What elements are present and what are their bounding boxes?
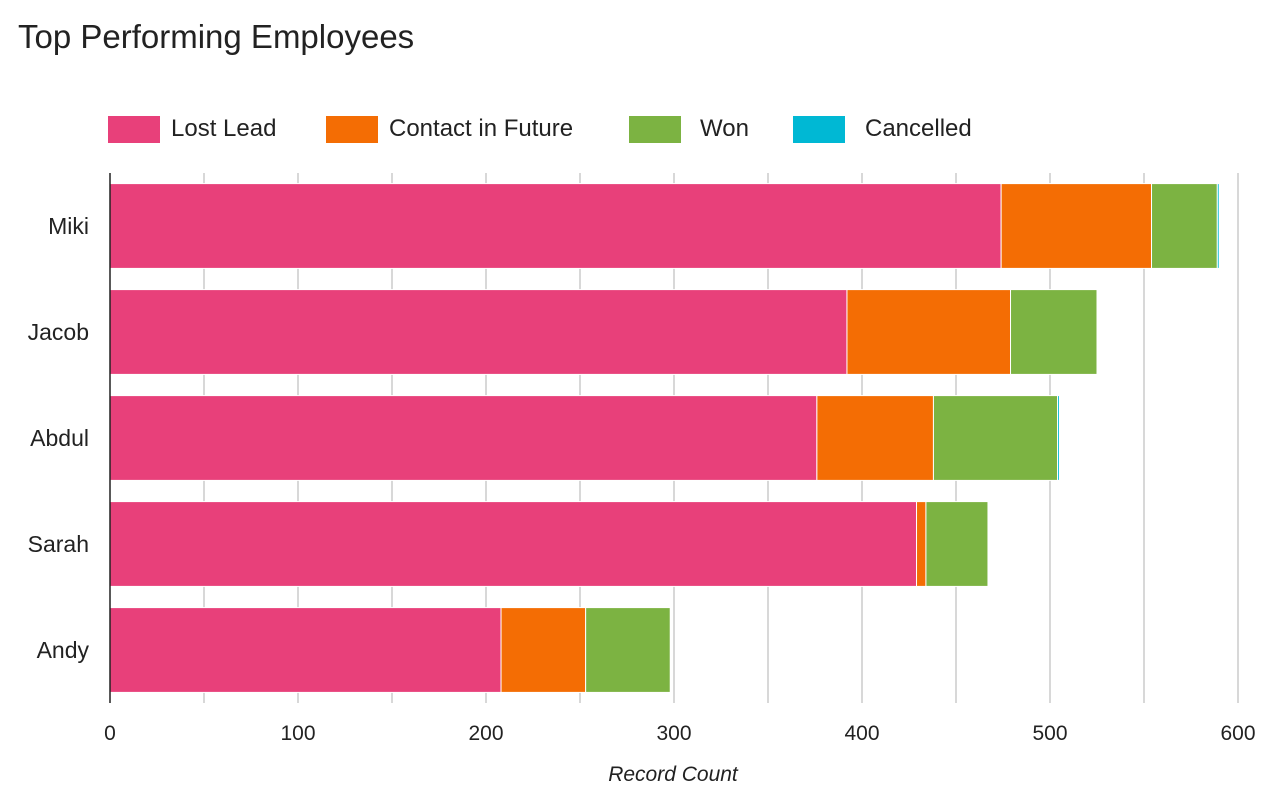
bar-sarah-lost-lead[interactable] — [109, 501, 918, 587]
legend-swatch-lost-lead — [108, 115, 160, 143]
bar-miki-won[interactable] — [1151, 183, 1218, 269]
category-label-miki: Miki — [48, 213, 89, 239]
bar-abdul-cancelled[interactable] — [1057, 395, 1060, 481]
x-tick-label-300: 300 — [656, 722, 691, 745]
legend-label-contact-in-future: Contact in Future — [389, 115, 574, 142]
bars — [109, 183, 1220, 693]
legend-item-contact-in-future[interactable]: Contact in Future — [326, 112, 573, 146]
bar-sarah-won[interactable] — [925, 501, 989, 587]
bar-jacob-won[interactable] — [1010, 289, 1098, 375]
bar-andy-won[interactable] — [585, 607, 671, 693]
y-axis-categories: Miki Jacob Abdul Sarah Andy — [28, 213, 90, 663]
category-label-abdul: Abdul — [30, 425, 89, 451]
x-tick-label-0: 0 — [104, 722, 116, 745]
bar-andy-lost-lead[interactable] — [109, 607, 502, 693]
legend-label-lost-lead: Lost Lead — [171, 115, 277, 142]
bar-abdul-won[interactable] — [932, 395, 1059, 481]
x-tick-label-600: 600 — [1220, 722, 1255, 745]
category-label-andy: Andy — [37, 637, 90, 663]
category-label-jacob: Jacob — [28, 319, 89, 345]
legend-item-lost-lead[interactable]: Lost Lead — [108, 112, 276, 146]
bar-abdul-contact-in-future[interactable] — [816, 395, 934, 481]
legend-swatch-cancelled — [793, 115, 845, 143]
legend-item-won[interactable]: Won — [629, 112, 749, 146]
legend-swatch-contact-in-future — [326, 115, 378, 143]
category-label-sarah: Sarah — [28, 531, 89, 557]
legend-label-cancelled: Cancelled — [865, 115, 972, 142]
x-axis-ticks: 0 100 200 300 400 500 600 — [104, 722, 1255, 745]
bar-sarah-contact-in-future[interactable] — [916, 501, 927, 587]
bar-jacob-contact-in-future[interactable] — [846, 289, 1012, 375]
bar-miki-lost-lead[interactable] — [109, 183, 1002, 269]
chart-title: Top Performing Employees — [18, 18, 415, 55]
x-axis-title: Record Count — [608, 763, 739, 786]
legend-item-cancelled[interactable]: Cancelled — [793, 112, 972, 146]
bar-miki-contact-in-future[interactable] — [1000, 183, 1153, 269]
x-tick-label-200: 200 — [468, 722, 503, 745]
bar-abdul-lost-lead[interactable] — [109, 395, 818, 481]
bar-andy-contact-in-future[interactable] — [500, 607, 587, 693]
x-tick-label-100: 100 — [280, 722, 315, 745]
x-tick-label-400: 400 — [844, 722, 879, 745]
legend-label-won: Won — [700, 115, 749, 142]
x-tick-label-500: 500 — [1032, 722, 1067, 745]
legend-swatch-won — [629, 115, 681, 143]
bar-jacob-lost-lead[interactable] — [109, 289, 848, 375]
bar-miki-cancelled[interactable] — [1216, 183, 1220, 269]
